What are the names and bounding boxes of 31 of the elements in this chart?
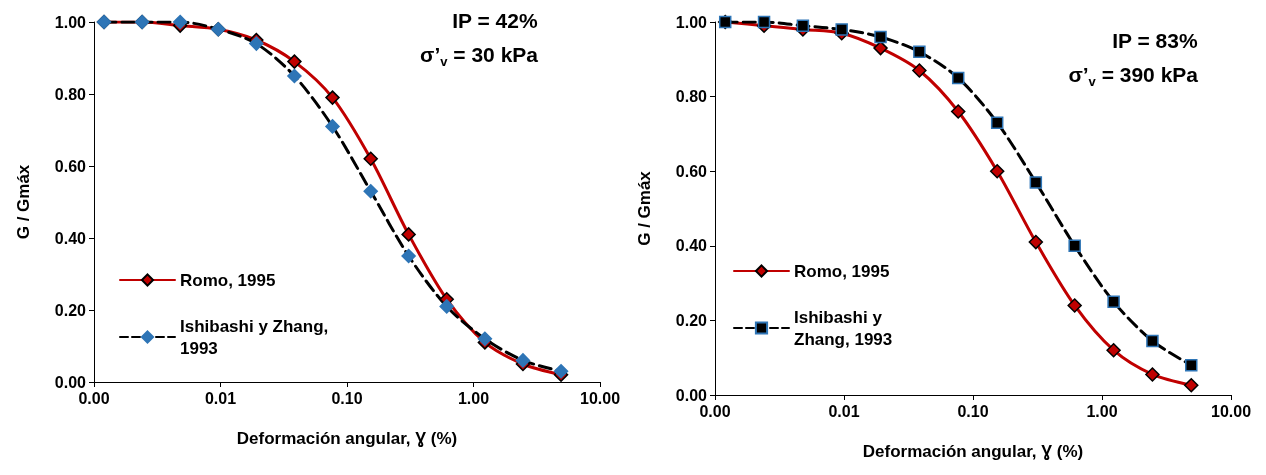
x-tick-label: 0.00 [78,389,110,407]
y-axis-title: G / Gmáx [635,170,654,246]
y-tick-label: 1.00 [675,13,708,31]
y-tick-label: 1.00 [54,13,87,31]
annotation: IP = 42% [452,9,538,32]
y-tick-label: 0.40 [675,237,708,255]
legend-label: Ishibashi y Zhang, 1993 [180,316,334,358]
x-tick-label: 1.00 [457,389,490,407]
x-tick-label: 1.00 [1086,402,1118,420]
y-tick-label: 0.20 [54,301,87,319]
annotation: IP = 83% [1112,29,1198,52]
x-tick-label: 10.00 [579,389,621,407]
y-tick-label: 0.00 [54,373,87,391]
legend-label: Romo, 1995 [794,261,890,281]
y-tick-label: 0.20 [675,311,708,329]
x-tick-label: 0.10 [957,402,989,420]
x-axis-title: Deformación angular, Ɣ (%) [862,442,1084,461]
y-tick-label: 0.80 [675,88,708,106]
x-tick-label: 0.01 [828,402,860,420]
y-tick-label: 0.60 [675,162,708,180]
x-tick-label: 0.01 [204,389,237,407]
x-tick-label: 10.00 [1210,402,1252,420]
y-tick-label: 0.60 [54,157,87,175]
legend-label: Ishibashi y Zhang, 1993 [794,307,893,349]
x-axis-title: Deformación angular, Ɣ (%) [236,429,458,448]
x-tick-label: 0.10 [331,389,363,407]
y-axis-title: G / Gmáx [14,164,33,240]
y-tick-label: 0.80 [54,85,87,103]
y-tick-label: 0.40 [54,229,87,247]
legend-label: Romo, 1995 [180,270,276,290]
x-tick-label: 0.00 [699,402,731,420]
